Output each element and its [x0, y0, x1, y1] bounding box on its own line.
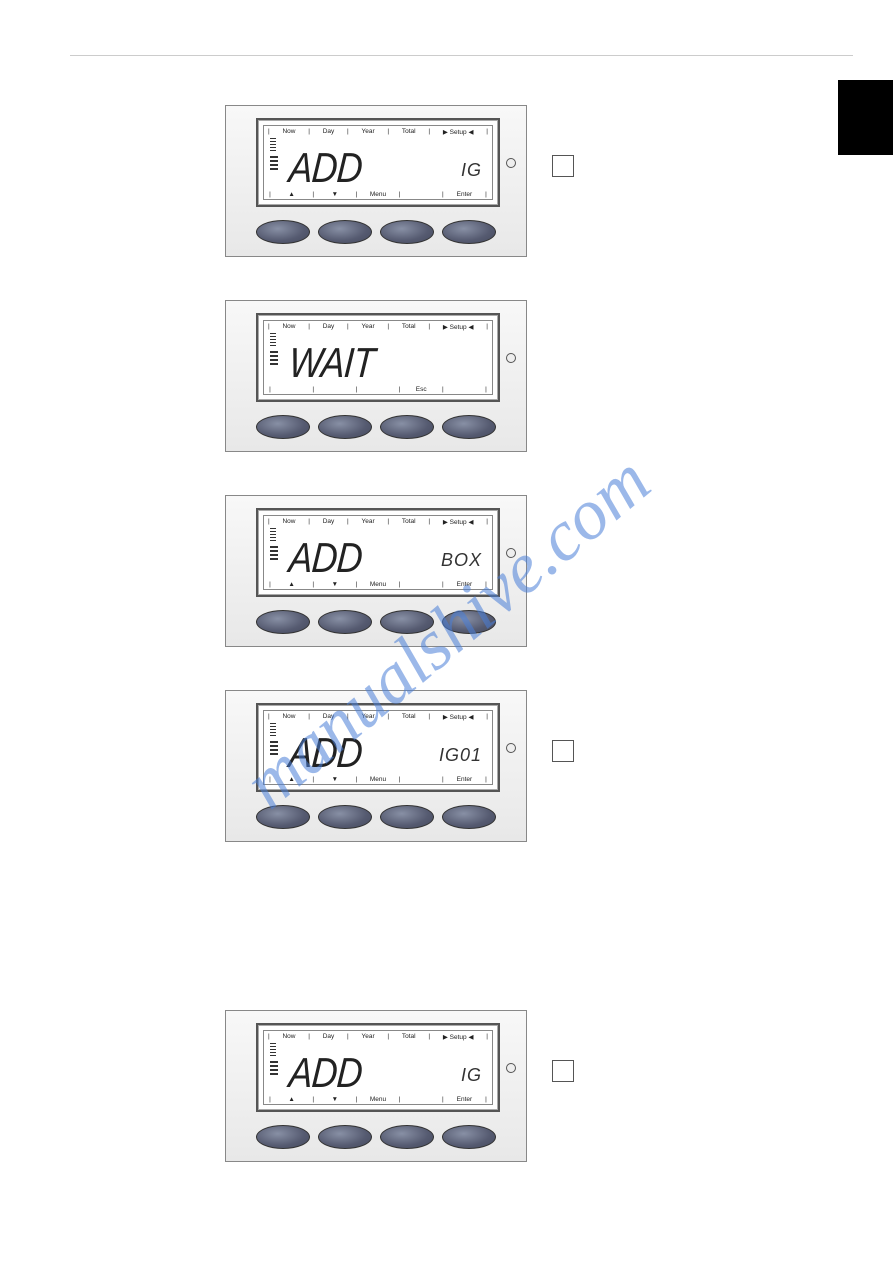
header-rule [70, 55, 853, 56]
lcd-main-text: ADD [287, 144, 363, 192]
step-checkbox[interactable] [552, 740, 574, 762]
oval-button[interactable] [380, 610, 434, 634]
lcd-inner: |Now|Day|Year|Total|▶ Setup ◀| ADD IG |▲|▼|… [263, 125, 493, 200]
power-gauge [270, 723, 280, 771]
lcd-screen: |Now|Day|Year|Total|▶ Setup ◀| ADD IG01 |▲|… [256, 703, 500, 792]
device-panel: |Now|Day|Year|Total|▶ Setup ◀| ADD IG |▲|▼|… [225, 1010, 527, 1162]
device-panel: |Now|Day|Year|Total|▶ Setup ◀| ADD IG01 |▲|… [225, 690, 527, 842]
step-checkbox[interactable] [552, 155, 574, 177]
oval-button[interactable] [380, 1125, 434, 1149]
lcd-top-labels: |Now|Day|Year|Total|▶ Setup ◀| [268, 323, 488, 331]
power-gauge [270, 1043, 280, 1091]
lcd-screen: |Now|Day|Year|Total|▶ Setup ◀| ADD BOX |▲|▼… [256, 508, 500, 597]
power-gauge [270, 528, 280, 576]
status-led [506, 353, 516, 363]
oval-button[interactable] [380, 415, 434, 439]
lcd-sub-text: IG01 [439, 745, 482, 766]
oval-button[interactable] [318, 220, 372, 244]
lcd-screen: |Now|Day|Year|Total|▶ Setup ◀| WAIT||||Es… [256, 313, 500, 402]
page-edge-tab [838, 80, 893, 155]
device-row: |Now|Day|Year|Total|▶ Setup ◀| ADD IG |▲|▼|… [225, 1010, 574, 1162]
device-panel: |Now|Day|Year|Total|▶ Setup ◀| ADD IG |▲|▼|… [225, 105, 527, 257]
lcd-bottom-labels: ||||Esc|| [268, 386, 488, 393]
lcd-bottom-labels: |▲|▼|Menu||Enter| [268, 581, 488, 588]
status-led [506, 548, 516, 558]
lcd-inner: |Now|Day|Year|Total|▶ Setup ◀| WAIT||||Es… [263, 320, 493, 395]
lcd-inner: |Now|Day|Year|Total|▶ Setup ◀| ADD BOX |▲|▼… [263, 515, 493, 590]
device-row: |Now|Day|Year|Total|▶ Setup ◀| ADD IG |▲|▼|… [225, 105, 574, 257]
lcd-screen: |Now|Day|Year|Total|▶ Setup ◀| ADD IG |▲|▼|… [256, 118, 500, 207]
lcd-screen: |Now|Day|Year|Total|▶ Setup ◀| ADD IG |▲|▼|… [256, 1023, 500, 1112]
button-row [256, 1125, 496, 1149]
oval-button[interactable] [380, 220, 434, 244]
oval-button[interactable] [256, 220, 310, 244]
device-row: |Now|Day|Year|Total|▶ Setup ◀| ADD IG01 |▲|… [225, 690, 574, 842]
status-led [506, 743, 516, 753]
device-row: |Now|Day|Year|Total|▶ Setup ◀| ADD BOX |▲|▼… [225, 495, 527, 647]
oval-button[interactable] [318, 805, 372, 829]
device-row: |Now|Day|Year|Total|▶ Setup ◀| WAIT||||Es… [225, 300, 527, 452]
oval-button[interactable] [442, 415, 496, 439]
lcd-main-text: ADD [287, 729, 363, 777]
lcd-top-labels: |Now|Day|Year|Total|▶ Setup ◀| [268, 1033, 488, 1041]
lcd-bottom-labels: |▲|▼|Menu||Enter| [268, 776, 488, 783]
lcd-sub-text: IG [461, 160, 482, 181]
oval-button[interactable] [442, 1125, 496, 1149]
power-gauge [270, 138, 280, 186]
device-panel: |Now|Day|Year|Total|▶ Setup ◀| WAIT||||Es… [225, 300, 527, 452]
oval-button[interactable] [256, 415, 310, 439]
status-led [506, 1063, 516, 1073]
step-checkbox[interactable] [552, 1060, 574, 1082]
lcd-top-labels: |Now|Day|Year|Total|▶ Setup ◀| [268, 128, 488, 136]
status-led [506, 158, 516, 168]
button-row [256, 805, 496, 829]
button-row [256, 415, 496, 439]
lcd-main-text: ADD [287, 1049, 363, 1097]
oval-button[interactable] [318, 610, 372, 634]
lcd-sub-text: BOX [441, 550, 482, 571]
lcd-sub-text: IG [461, 1065, 482, 1086]
lcd-inner: |Now|Day|Year|Total|▶ Setup ◀| ADD IG |▲|▼|… [263, 1030, 493, 1105]
oval-button[interactable] [318, 415, 372, 439]
lcd-inner: |Now|Day|Year|Total|▶ Setup ◀| ADD IG01 |▲|… [263, 710, 493, 785]
oval-button[interactable] [256, 805, 310, 829]
lcd-top-labels: |Now|Day|Year|Total|▶ Setup ◀| [268, 518, 488, 526]
lcd-bottom-labels: |▲|▼|Menu||Enter| [268, 1096, 488, 1103]
oval-button[interactable] [380, 805, 434, 829]
oval-button[interactable] [318, 1125, 372, 1149]
oval-button[interactable] [442, 805, 496, 829]
oval-button[interactable] [442, 610, 496, 634]
oval-button[interactable] [256, 610, 310, 634]
lcd-main-text: WAIT [287, 339, 376, 387]
lcd-top-labels: |Now|Day|Year|Total|▶ Setup ◀| [268, 713, 488, 721]
oval-button[interactable] [256, 1125, 310, 1149]
lcd-main-text: ADD [287, 534, 363, 582]
button-row [256, 610, 496, 634]
power-gauge [270, 333, 280, 381]
oval-button[interactable] [442, 220, 496, 244]
button-row [256, 220, 496, 244]
lcd-bottom-labels: |▲|▼|Menu||Enter| [268, 191, 488, 198]
device-panel: |Now|Day|Year|Total|▶ Setup ◀| ADD BOX |▲|▼… [225, 495, 527, 647]
